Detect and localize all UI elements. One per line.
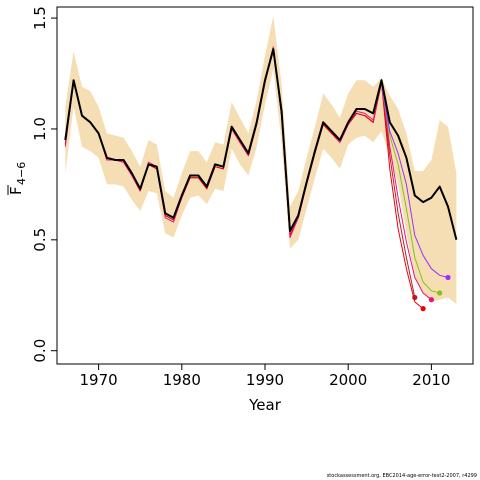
series-line-5 [381, 84, 449, 278]
y-axis-title: F 4−6 [7, 162, 28, 195]
y-tick-label-0: 0.0 [31, 339, 49, 363]
series-line-3 [64, 46, 432, 301]
y-axis-title-main: F [7, 186, 25, 195]
y-tick-label-1: 0.5 [31, 228, 49, 252]
x-tick-label-1990: 1990 [246, 371, 284, 389]
series-end-point-4 [437, 290, 443, 296]
x-tick-label-1980: 1980 [163, 371, 201, 389]
x-tick-label-2000: 2000 [329, 371, 367, 389]
series-line-4 [381, 84, 440, 294]
confidence-band [65, 15, 457, 305]
confidence-band-layer [65, 15, 457, 305]
plot-frame [56, 6, 474, 365]
x-tick-label-1970: 1970 [80, 371, 118, 389]
y-axis-title-subscript: 4−6 [15, 162, 28, 185]
series-end-point-5 [445, 274, 451, 281]
series-layer [64, 46, 458, 312]
y-tick-label-2: 1.0 [31, 117, 49, 141]
axis-layer: 1970 1980 1990 2000 2010 0.0 0.5 1.0 1.5 [31, 6, 450, 389]
series-end-point-2 [420, 306, 426, 312]
x-tick-label-2010: 2010 [412, 371, 450, 389]
footnote: stockassessment.org, EBC2014-age-error-t… [326, 473, 477, 479]
series-end-point-3 [428, 297, 434, 303]
x-axis-title: Year [248, 396, 282, 414]
y-tick-label-3: 1.5 [31, 6, 49, 30]
series-line-0 [64, 48, 458, 241]
